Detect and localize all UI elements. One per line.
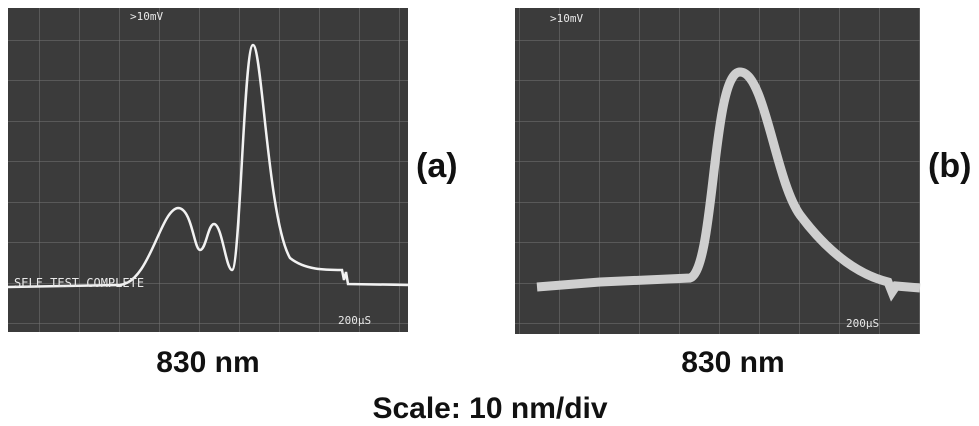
wavelength: 830 nm bbox=[681, 346, 784, 379]
trace bbox=[7, 43, 409, 289]
range-text: >10mV bbox=[550, 12, 583, 25]
footer: Scale: 10 nm/div bbox=[372, 392, 607, 425]
status-text: SELF TEST COMPLETE bbox=[14, 276, 144, 290]
wavelength: 830 nm bbox=[156, 346, 259, 379]
time-text: 200µS bbox=[846, 317, 879, 330]
graticule bbox=[8, 8, 408, 332]
panel-label: (b) bbox=[928, 147, 971, 185]
range-text: >10mV bbox=[130, 10, 163, 23]
time-text: 200µS bbox=[338, 314, 371, 327]
trace bbox=[536, 67, 921, 302]
panel-label: (a) bbox=[416, 147, 458, 185]
